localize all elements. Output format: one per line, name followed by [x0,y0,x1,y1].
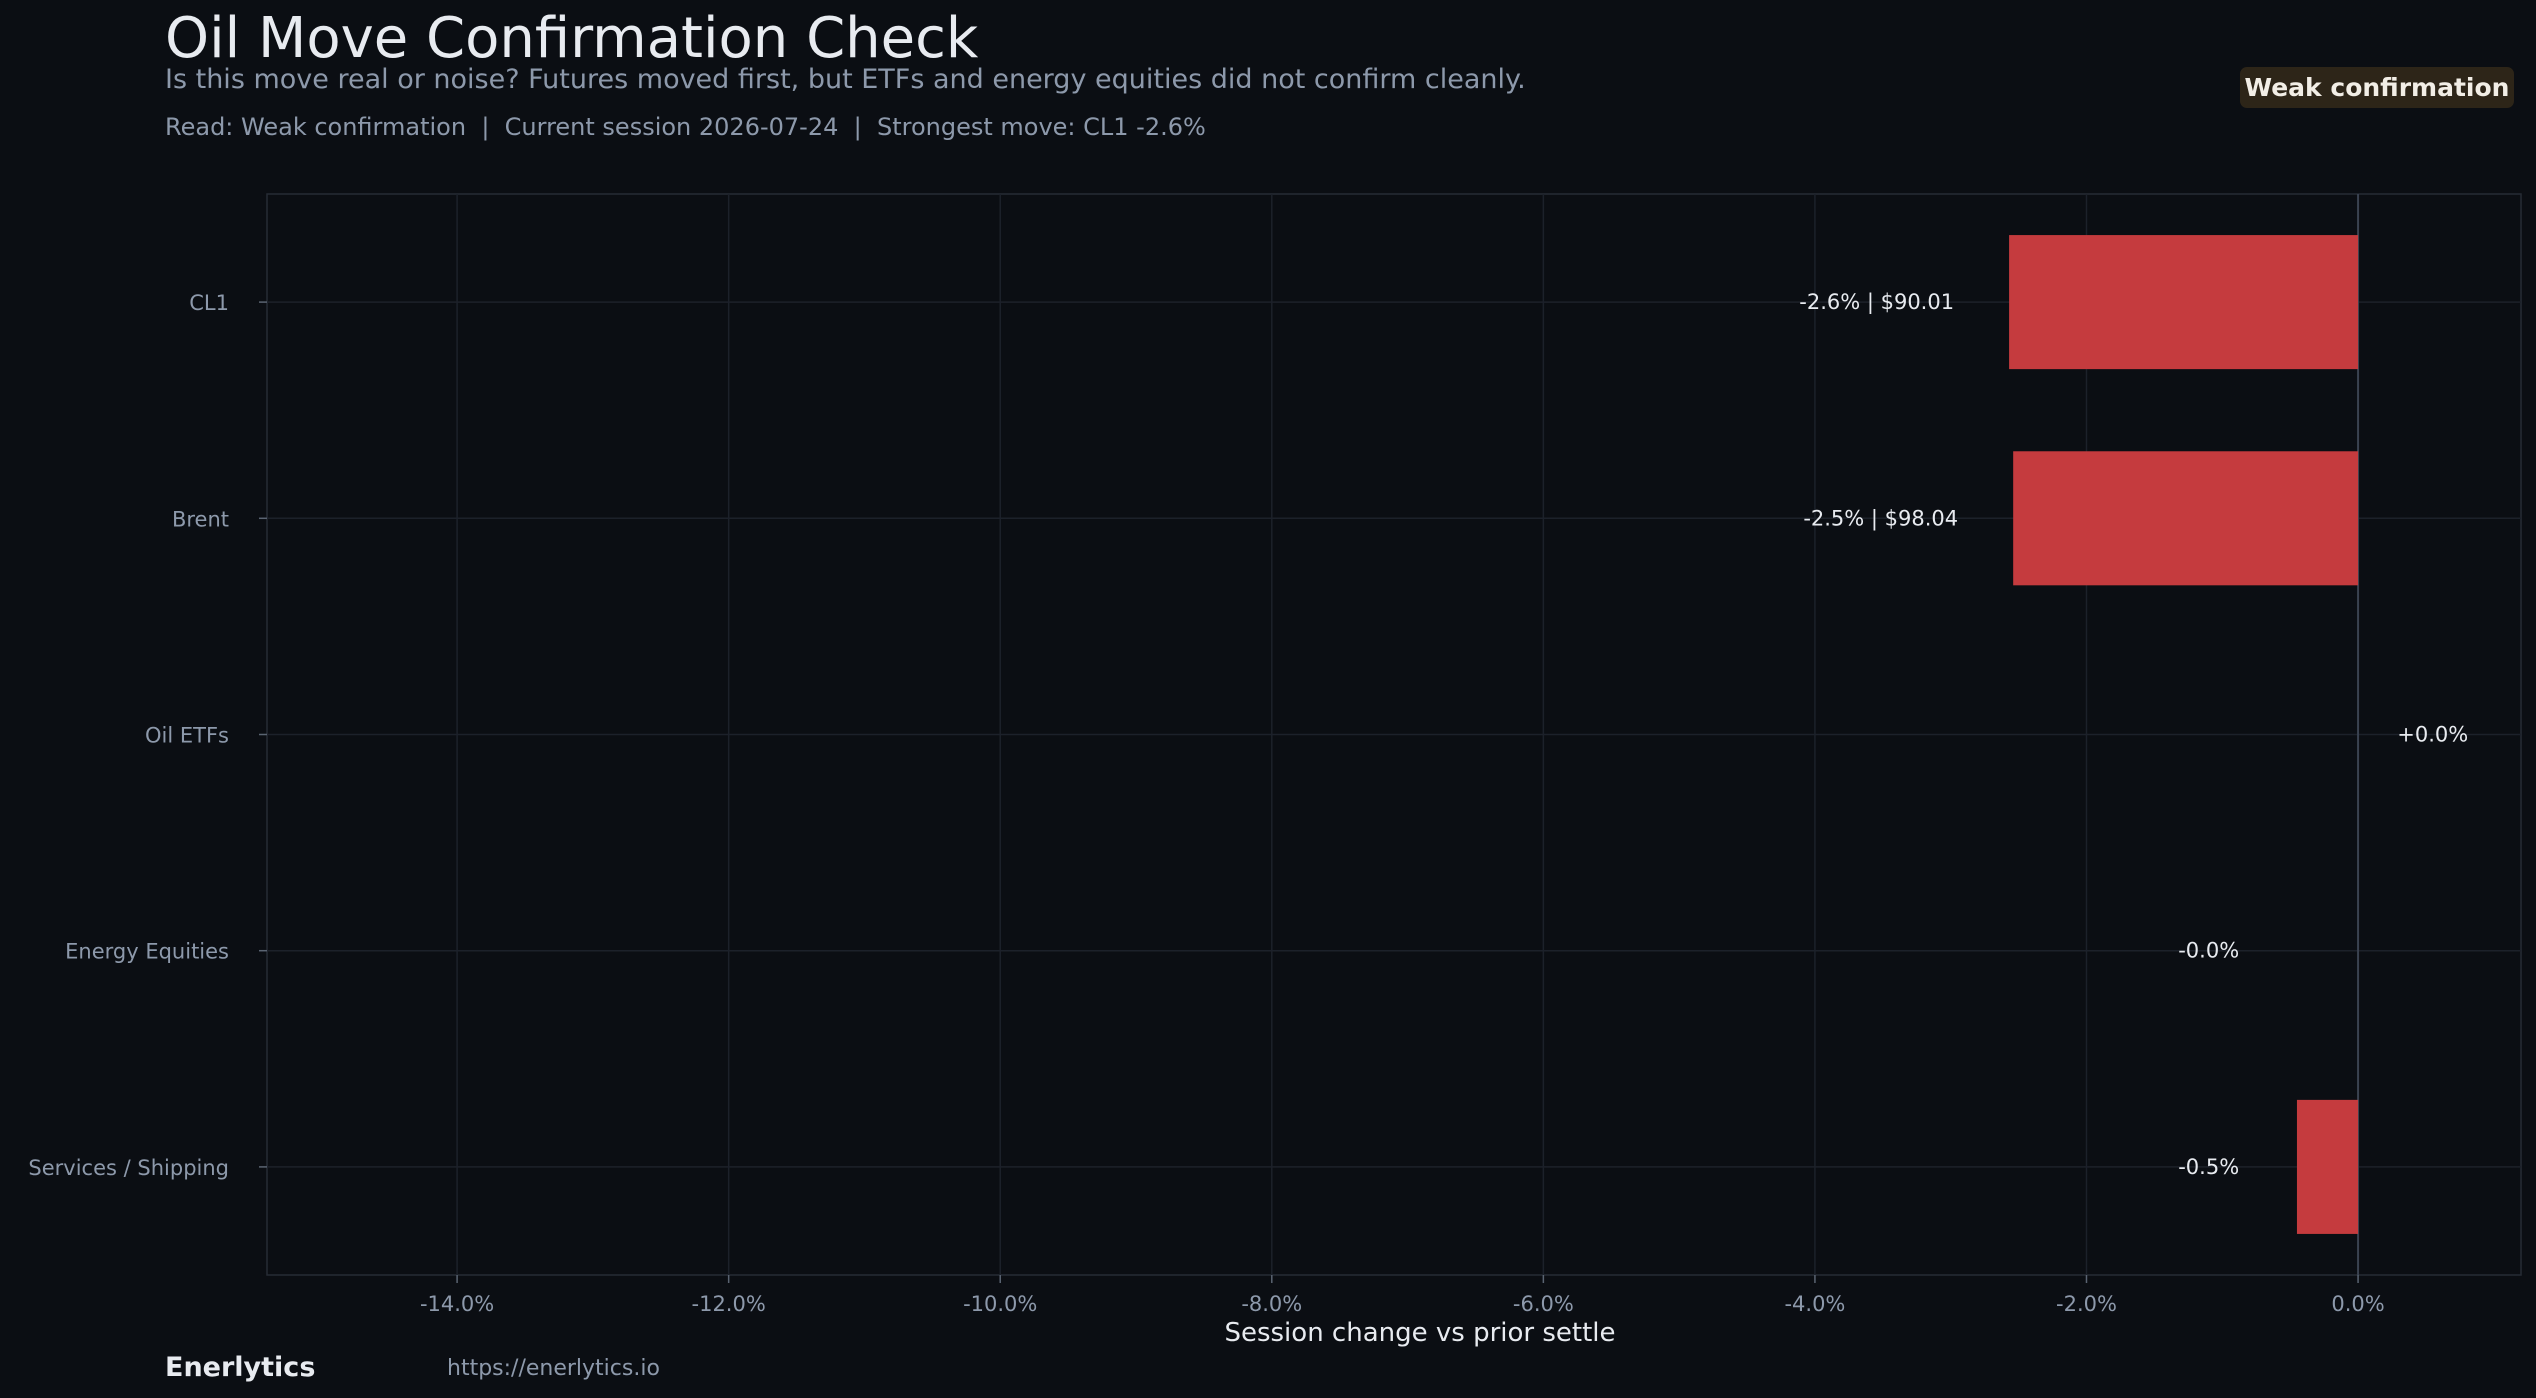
page-title: Oil Move Confirmation Check [165,6,979,71]
x-axis-title: Session change vs prior settle [1224,1318,1615,1348]
x-tick-label: -4.0% [1784,1292,1845,1316]
category-label: Oil ETFs [145,724,229,748]
page-subtitle: Is this move real or noise? Futures move… [165,64,1526,95]
brand-name: Enerlytics [165,1352,316,1383]
x-tick-label: 0.0% [2331,1292,2384,1316]
x-tick-label: -8.0% [1241,1292,1302,1316]
x-tick-label: -2.0% [2056,1292,2117,1316]
x-tick-label: -14.0% [420,1292,494,1316]
data-label: +0.0% [2397,723,2468,747]
bar [2013,451,2359,586]
x-tick-label: -12.0% [692,1292,766,1316]
bar [2009,235,2359,370]
data-label: -0.5% [2178,1155,2239,1179]
brand-url: https://enerlytics.io [447,1356,660,1381]
bar [2296,1099,2359,1234]
confirmation-badge: Weak confirmation [2240,67,2514,108]
category-label: Services / Shipping [28,1156,229,1180]
data-label: -2.6% | $90.01 [1799,290,1954,315]
category-label: Energy Equities [65,940,229,964]
category-label: Brent [172,507,229,531]
data-label: -0.0% [2178,939,2239,963]
read-summary: Read: Weak confirmation | Current sessio… [165,113,1206,141]
x-tick-label: -6.0% [1513,1292,1574,1316]
x-tick-label: -10.0% [963,1292,1037,1316]
category-label: CL1 [189,291,229,315]
data-label: -2.5% | $98.04 [1803,506,1958,531]
